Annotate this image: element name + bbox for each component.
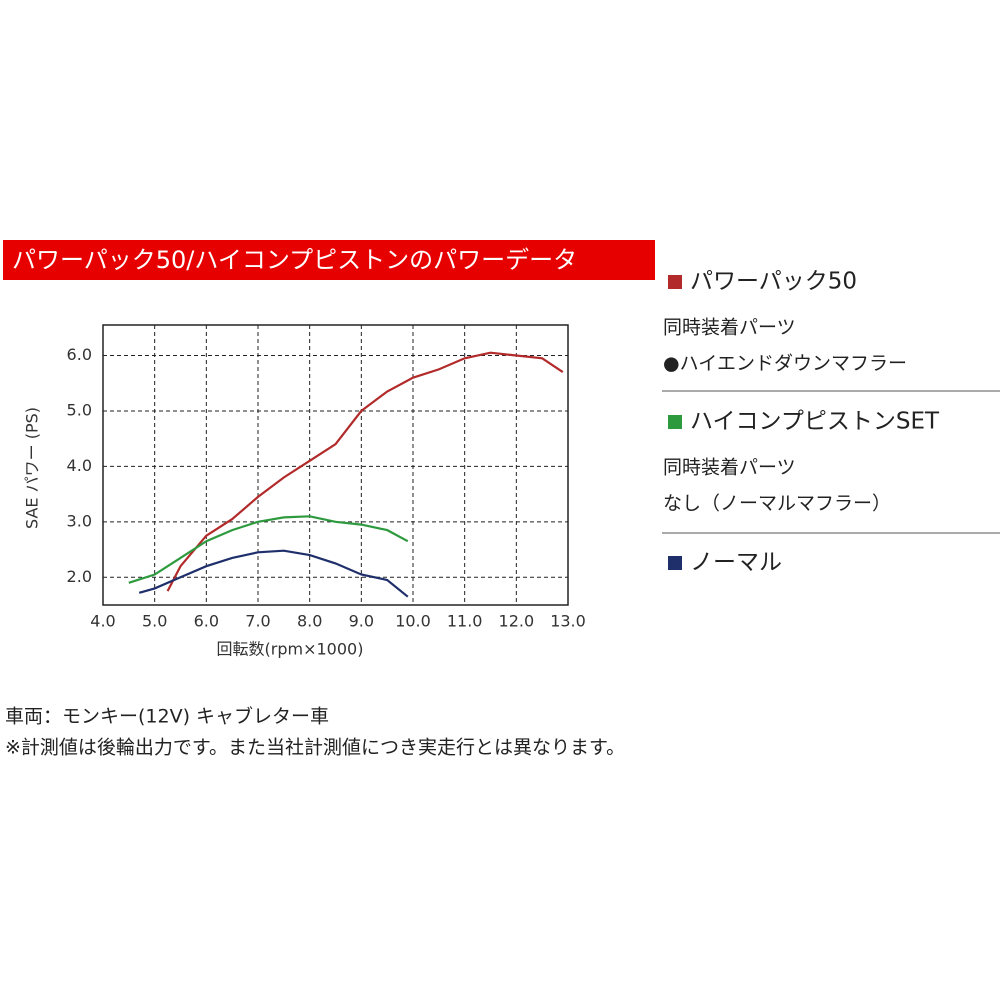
series-line: [128, 515, 409, 584]
y-tick-label: 2.0: [67, 567, 92, 586]
chart-title: パワーパック50/ハイコンプピストンのパワーデータ: [12, 246, 577, 274]
legend-label: パワーパック50: [690, 269, 857, 295]
legend-swatch: [668, 415, 682, 429]
note: 車両：モンキー(12V) キャブレター車: [5, 705, 329, 728]
parts-text: なし（ノーマルマフラー）: [663, 493, 891, 515]
title-banner: [3, 240, 655, 280]
x-tick-label: 13.0: [550, 612, 586, 631]
x-tick-label: 5.0: [142, 612, 167, 631]
x-tick-label: 8.0: [297, 612, 322, 631]
series-line: [138, 549, 409, 598]
y-tick-label: 4.0: [67, 456, 92, 475]
x-tick-label: 6.0: [194, 612, 219, 631]
y-tick-label: 3.0: [67, 511, 92, 530]
legend-swatch: [668, 556, 682, 570]
parts-label: 同時装着パーツ: [663, 457, 796, 479]
legend-label: ハイコンプピストンSET: [690, 409, 940, 435]
y-axis-label: SAE パワー (PS): [23, 407, 42, 529]
x-tick-label: 9.0: [349, 612, 374, 631]
y-tick-label: 5.0: [67, 400, 92, 419]
note: ※計測値は後輪出力です。また当社計測値につき実走行とは異なります。: [5, 737, 625, 759]
x-tick-label: 10.0: [395, 612, 431, 631]
x-axis-label: 回転数(rpm×1000): [217, 640, 364, 659]
legend-label: ノーマル: [690, 550, 782, 576]
x-tick-label: 7.0: [245, 612, 270, 631]
parts-label: 同時装着パーツ: [663, 317, 796, 339]
parts-text: ●ハイエンドダウンマフラー: [663, 353, 907, 375]
x-tick-label: 11.0: [447, 612, 483, 631]
x-tick-label: 4.0: [90, 612, 115, 631]
series-line: [166, 351, 564, 592]
y-tick-label: 6.0: [67, 345, 92, 364]
x-tick-label: 12.0: [499, 612, 535, 631]
legend-swatch: [668, 275, 682, 289]
